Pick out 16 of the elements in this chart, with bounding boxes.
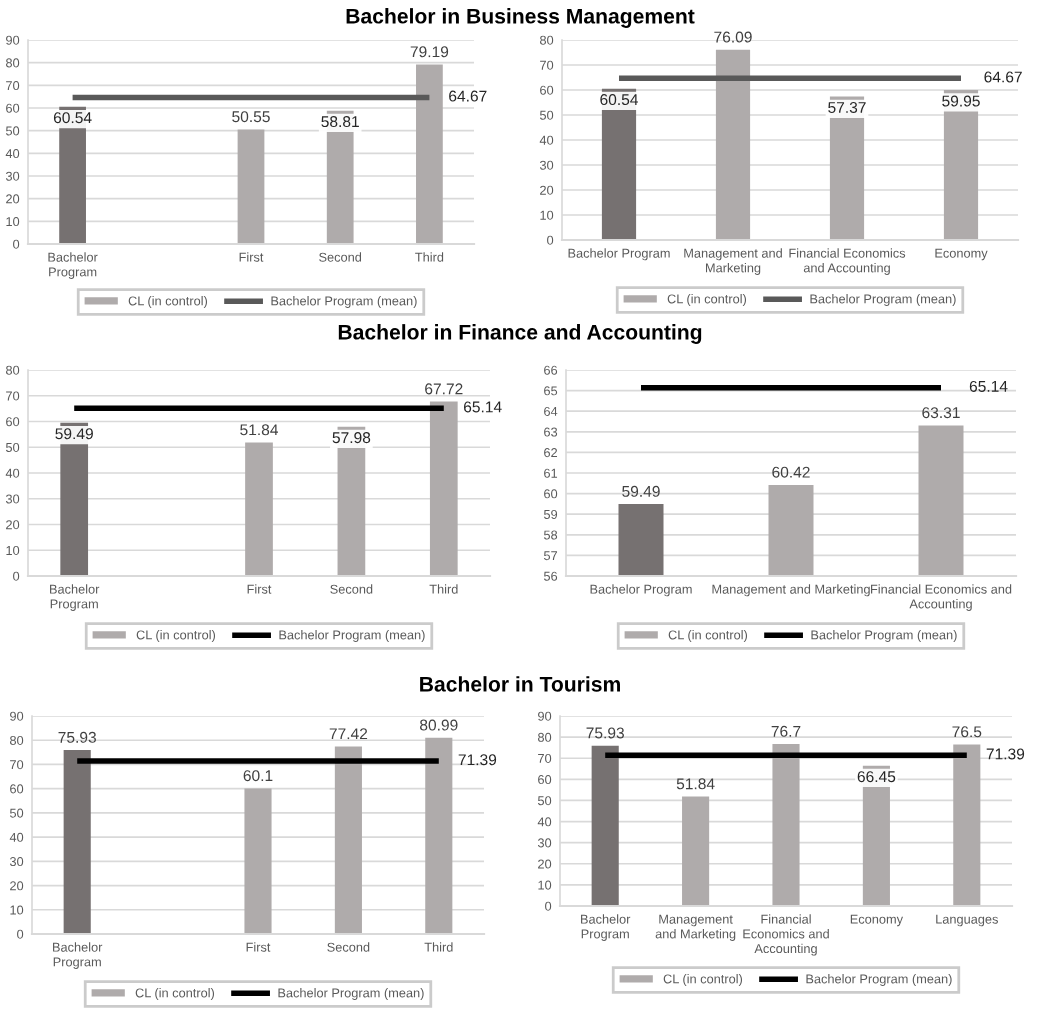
bar [237,129,265,244]
bar [416,64,443,244]
text: Bachelor in Business Management [346,8,695,28]
bar [425,737,453,934]
bar [63,750,91,934]
bar [591,745,619,906]
bar [334,746,362,934]
bar [715,49,751,240]
bar [244,788,272,934]
chart-title: Bachelor in Finance and Accounting [338,324,702,344]
bar [953,744,981,906]
bar [682,796,710,906]
bar [245,442,273,576]
chart-title: Bachelor in Tourism [420,676,620,692]
bar [772,744,800,906]
bar [429,401,458,576]
